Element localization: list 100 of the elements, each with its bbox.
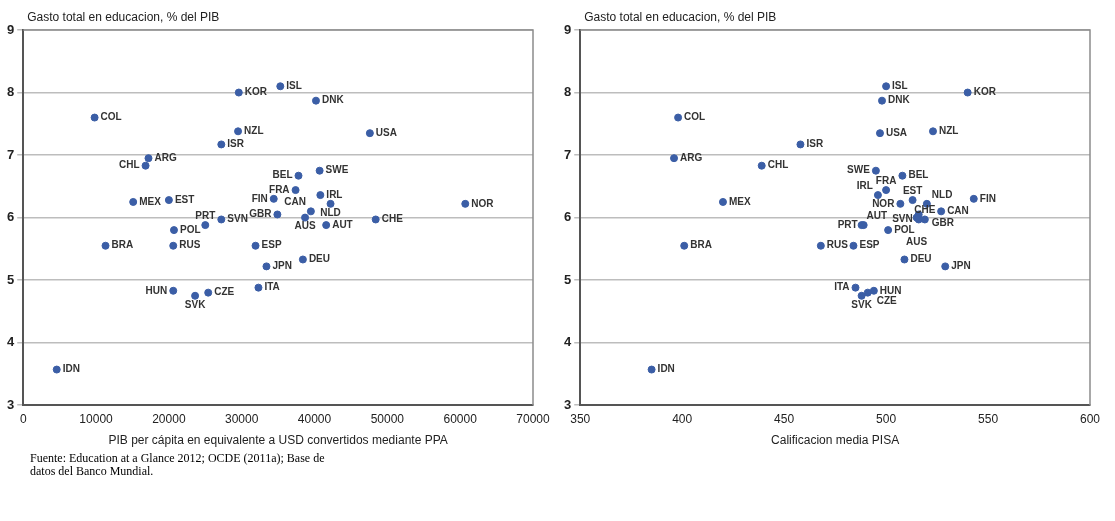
- data-label: AUS: [294, 220, 316, 232]
- data-label: COL: [100, 111, 122, 123]
- data-label: SVN: [227, 213, 248, 225]
- data-label: ISR: [806, 138, 824, 150]
- data-label: FIN: [251, 192, 268, 204]
- data-label: HUN: [145, 284, 168, 296]
- data-label: AUS: [906, 236, 928, 248]
- data-label: NOR: [471, 197, 495, 209]
- data-label: SVN: [892, 213, 913, 225]
- data-label: FIN: [979, 192, 996, 204]
- y-tick-label: 4: [564, 334, 572, 350]
- x-tick-label: 350: [570, 411, 591, 426]
- data-label: CHE: [381, 213, 404, 225]
- y-tick-label: 5: [564, 271, 572, 287]
- data-label: DNK: [888, 94, 911, 106]
- x-tick-label: 40000: [297, 411, 332, 426]
- data-label: IRL: [326, 188, 343, 200]
- x-tick-label: 70000: [516, 411, 551, 426]
- data-label: NLD: [931, 188, 953, 200]
- data-label: SVK: [851, 298, 873, 310]
- data-label: COL: [684, 111, 706, 123]
- data-label: KOR: [973, 86, 997, 98]
- data-label: ESP: [859, 239, 880, 251]
- x-tick-label: 50000: [370, 411, 405, 426]
- data-label: CAN: [947, 205, 969, 217]
- data-label: BRA: [111, 239, 134, 251]
- data-label: USA: [375, 126, 397, 138]
- y-tick-label: 8: [7, 84, 15, 100]
- data-label: EST: [902, 184, 923, 196]
- data-label: ISL: [892, 80, 908, 92]
- x-tick-label: 500: [876, 411, 897, 426]
- data-label: BEL: [908, 169, 929, 181]
- data-label: AUT: [866, 209, 888, 221]
- y-tick-label: 6: [564, 209, 572, 225]
- data-label: NZL: [938, 125, 959, 137]
- y-tick-label: 6: [7, 209, 15, 225]
- data-label: POL: [894, 223, 915, 235]
- data-label: MEX: [728, 195, 751, 207]
- data-label: HUN: [879, 284, 902, 296]
- x-tick-label: 60000: [443, 411, 478, 426]
- data-label: SWE: [325, 164, 349, 176]
- y-tick-label: 5: [7, 271, 15, 287]
- data-label: ISL: [286, 80, 302, 92]
- data-label: CZE: [876, 295, 898, 307]
- data-label: NOR: [872, 197, 896, 209]
- data-label: RUS: [179, 239, 201, 251]
- x-axis-title: Calificacion media PISA: [771, 433, 900, 448]
- data-label: ESP: [261, 239, 282, 251]
- data-label: MEX: [139, 195, 162, 207]
- data-label: CHE: [914, 204, 936, 216]
- data-label: FRA: [875, 174, 897, 186]
- data-label: FRA: [269, 183, 290, 195]
- data-label: NZL: [244, 125, 264, 137]
- x-tick-label: 10000: [79, 411, 114, 426]
- data-label: CHL: [119, 159, 140, 171]
- data-label: NLD: [320, 206, 341, 218]
- data-label: ARG: [680, 151, 703, 163]
- x-tick-label: 550: [978, 411, 999, 426]
- source-note: Fuente: Education at a Glance 2012; OCDE (2011a); Base de datos del Banco Mundial.: [30, 451, 326, 478]
- data-label: DEU: [910, 253, 932, 265]
- x-tick-label: 30000: [225, 411, 259, 426]
- y-tick-label: 4: [7, 334, 15, 350]
- data-label: SVK: [184, 298, 207, 310]
- data-label: EST: [174, 193, 195, 205]
- data-label: PRT: [837, 218, 858, 230]
- data-label: ARG: [154, 151, 177, 163]
- data-label: USA: [885, 126, 908, 138]
- y-tick-label: 8: [564, 84, 572, 100]
- data-label: CZE: [214, 286, 235, 298]
- data-label: ISR: [227, 138, 245, 150]
- data-label: AUT: [332, 218, 353, 230]
- data-label: IDN: [657, 363, 675, 375]
- data-label: ITA: [834, 281, 850, 293]
- data-label: RUS: [826, 239, 849, 251]
- y-tick-label: 3: [7, 396, 15, 412]
- data-label: DEU: [308, 253, 330, 265]
- data-label: IDN: [62, 363, 80, 375]
- y-axis-title: Gasto total en educacion, % del PIB: [27, 10, 220, 25]
- x-tick-label: 20000: [152, 411, 186, 426]
- x-tick-label: 450: [774, 411, 795, 426]
- y-tick-label: 7: [7, 146, 15, 162]
- data-label: DNK: [321, 94, 345, 106]
- data-label: SWE: [847, 164, 871, 176]
- data-label: BRA: [690, 239, 712, 251]
- x-tick-label: 600: [1079, 411, 1101, 426]
- y-tick-label: 9: [564, 21, 572, 37]
- x-axis-title: PIB per cápita en equivalente a USD convertidos mediante PPA: [108, 433, 448, 448]
- data-label: BEL: [272, 169, 293, 181]
- data-label: POL: [179, 223, 201, 235]
- y-tick-label: 7: [564, 146, 572, 162]
- x-tick-label: 400: [672, 411, 693, 426]
- data-label: CAN: [284, 196, 306, 208]
- x-tick-label: 0: [19, 411, 27, 426]
- y-tick-label: 9: [7, 21, 15, 37]
- data-label: KOR: [244, 86, 268, 98]
- data-label: ITA: [264, 281, 280, 293]
- data-label: GBR: [931, 217, 955, 229]
- data-label: JPN: [272, 260, 292, 272]
- y-tick-label: 3: [564, 396, 572, 412]
- data-label: IRL: [856, 179, 873, 191]
